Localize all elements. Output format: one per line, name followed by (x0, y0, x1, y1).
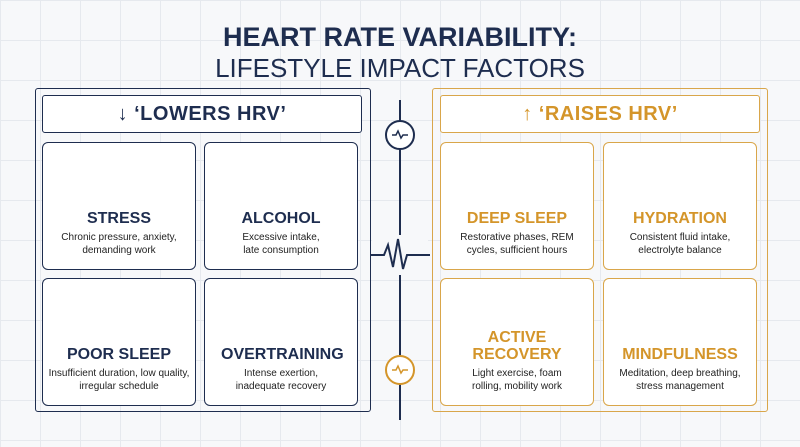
card: ACTIVE RECOVERY Light exercise, foam rolli… (440, 278, 594, 406)
card: HYDRATION Consistent fluid intake, electro… (603, 142, 757, 270)
icon (89, 285, 149, 341)
card-title: ALCOHOL (241, 210, 321, 227)
connector (370, 100, 430, 420)
card-description: irregular schedule (79, 380, 159, 392)
card: MINDFULNESS Meditation, deep breathing, st… (603, 278, 757, 406)
card: ALCOHOL Excessive intake, late consumption (204, 142, 358, 270)
card-description: Insufficient duration, low quality, (48, 368, 190, 379)
card-description: Excessive intake, (242, 232, 320, 243)
card-title: POOR SLEEP (66, 346, 172, 363)
card-description: Restorative phases, REM (460, 232, 574, 243)
icon (251, 149, 311, 205)
card-description: Meditation, deep breathing, (619, 368, 741, 379)
card-title: STRESS (86, 210, 151, 227)
icon (650, 285, 710, 341)
card-description: Light exercise, foam (472, 368, 562, 379)
card: POOR SLEEP Insufficient duration, low qua… (42, 278, 196, 406)
icon (89, 149, 149, 205)
heading: ↓ ‘LOWERS HRV’ (42, 95, 362, 133)
panel (35, 88, 371, 412)
card-description: Intense exertion, (244, 368, 318, 379)
card-title: OVERTRAINING (221, 346, 344, 363)
card-title: HYDRATION (633, 210, 727, 227)
card-description: demanding work (82, 244, 156, 256)
card-description: rolling, mobility work (471, 380, 563, 392)
subtitle: LIFESTYLE IMPACT FACTORS (215, 53, 585, 83)
title: HEART RATE VARIABILITY: (223, 22, 577, 52)
panel (432, 88, 768, 412)
card-description: late consumption (243, 244, 319, 256)
card: DEEP SLEEP Restorative phases, REM cycles,… (440, 142, 594, 270)
card-description: stress management (636, 380, 724, 392)
icon (487, 149, 547, 205)
card-description: Chronic pressure, anxiety, (61, 232, 177, 243)
card: STRESS Chronic pressure, anxiety, demandin… (42, 142, 196, 270)
icon (487, 285, 547, 329)
card-title: ACTIVE RECOVERY (472, 329, 562, 363)
card-description: electrolyte balance (638, 244, 722, 256)
icon (650, 149, 710, 205)
card-description: Consistent fluid intake, (629, 232, 731, 243)
card-description: cycles, sufficient hours (466, 244, 568, 256)
card-title: MINDFULNESS (622, 346, 738, 363)
icon (251, 285, 311, 341)
card-description: inadequate recovery (235, 380, 327, 392)
heading: ↑ ‘RAISES HRV’ (440, 95, 760, 133)
card: OVERTRAINING Intense exertion, inadequate … (204, 278, 358, 406)
card-title: DEEP SLEEP (466, 210, 568, 227)
